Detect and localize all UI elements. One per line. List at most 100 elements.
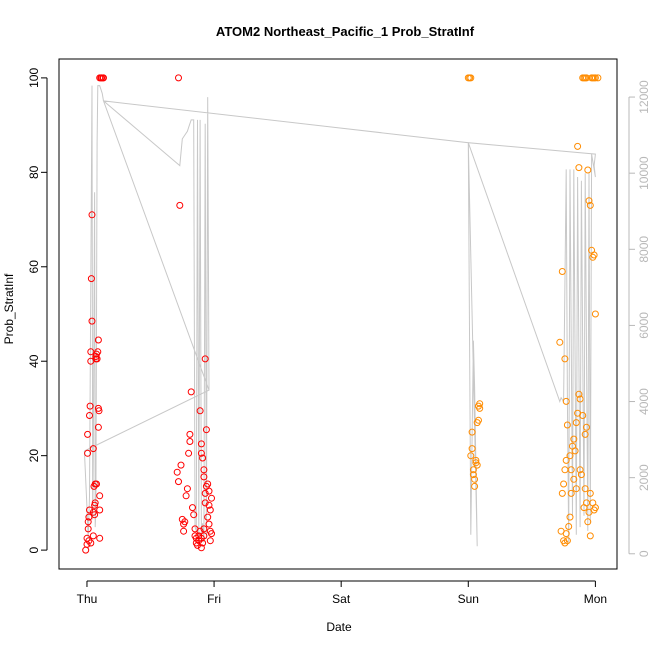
data-point-series-1 [206,537,214,545]
left-tick-label: 60 [27,260,41,274]
data-point-series-1 [197,544,205,552]
data-point-series-1 [87,539,95,547]
data-point-series-2 [581,485,589,493]
y-axis-label: Prob_StratInf [2,273,16,344]
data-point-series-1 [201,499,209,507]
data-point-series-2 [562,397,570,405]
x-axis: Thu Fri Sat Sun Mon [77,580,607,606]
data-point-series-1 [84,518,92,526]
data-point-series-2 [594,74,602,82]
data-point-series-2 [591,74,599,82]
data-point-series-1 [96,492,104,500]
data-point-series-2 [468,445,476,453]
data-point-series-1 [202,426,210,434]
data-point-series-2 [570,475,578,483]
data-point-series-2 [586,201,594,209]
data-point-series-2 [475,416,482,424]
right-y-axis: 0 2000 4000 6000 8000 10000 12000 [628,80,650,557]
data-point-series-1 [82,546,90,554]
data-point-series-2 [585,197,593,205]
data-point-series-2 [471,475,479,483]
data-point-series-2 [565,523,573,530]
data-point-series-1 [84,525,92,533]
left-tick-label: 20 [27,449,41,463]
data-point-series-1 [96,506,104,514]
data-point-series-2 [467,74,475,82]
data-point-series-1 [205,501,213,509]
left-tick-label: 40 [27,354,41,368]
data-point-series-1 [96,534,104,542]
data-point-series-1 [173,468,181,476]
data-point-series-2 [581,430,589,438]
data-point-series-2 [467,452,475,460]
data-point-series-2 [584,166,592,174]
data-point-series-1 [200,466,208,474]
data-point-series-2 [572,485,580,493]
right-tick-label: 2000 [637,464,650,491]
right-tick-label: 4000 [637,388,650,415]
data-point-series-2 [476,404,484,412]
data-point-series-2 [577,471,585,479]
data-point-series-2 [561,355,569,363]
data-point-series-2 [561,466,569,474]
data-point-series-2 [558,489,566,497]
right-axis-line-layer [83,85,596,547]
data-point-series-1 [175,478,182,486]
data-point-series-1 [183,485,191,493]
data-point-series-1 [196,407,204,415]
data-point-series-1 [94,348,102,356]
data-point-series-1 [175,74,182,82]
data-point-series-1 [100,74,107,82]
data-point-series-1 [201,489,209,497]
right-tick-label: 6000 [637,312,650,339]
left-tick-label: 0 [27,546,41,553]
data-point-series-1 [197,449,205,457]
right-tick-label: 12000 [637,80,650,114]
data-point-series-1 [87,348,95,356]
x-tick-label: Mon [584,592,607,606]
right-tick-label: 0 [637,550,650,557]
series-line [83,85,596,547]
data-point-series-1 [94,423,102,431]
x-tick-label: Fri [207,592,221,606]
data-point-series-2 [583,423,590,431]
data-point-series-1 [204,513,212,521]
data-point-series-1 [86,412,93,419]
data-point-series-1 [87,275,95,283]
data-point-series-2 [469,466,477,474]
data-point-series-2 [471,482,479,490]
chart-title: ATOM2 Northeast_Pacific_1 Prob_StratInf [216,24,475,39]
data-point-series-2 [563,537,571,545]
data-point-series-1 [208,494,215,502]
left-tick-label: 100 [27,68,41,88]
data-point-series-1 [85,513,93,521]
data-point-series-1 [89,532,97,540]
data-point-series-1 [180,527,188,535]
data-point-series-2 [590,251,598,259]
data-point-series-1 [181,518,189,526]
data-point-series-1 [199,454,207,462]
data-point-series-2 [576,466,584,474]
right-tick-label: 10000 [637,156,650,190]
data-point-series-2 [574,142,582,150]
data-point-series-2 [572,419,580,427]
data-point-series-1 [93,480,100,488]
data-point-series-1 [94,336,102,344]
data-point-series-1 [205,487,213,495]
data-point-series-2 [591,504,599,512]
data-point-series-1 [196,527,204,535]
data-point-series-1 [182,492,190,500]
data-point-series-1 [91,511,99,519]
data-point-series-2 [584,518,592,526]
data-point-series-2 [562,530,570,538]
data-point-series-2 [591,310,599,318]
data-point-series-2 [571,447,579,455]
data-point-series-1 [187,388,195,396]
data-point-series-2 [562,456,570,464]
data-point-series-2 [468,428,476,436]
data-point-series-1 [200,532,208,540]
data-point-series-1 [201,355,209,363]
scatter-point-layer [82,74,602,554]
left-y-axis: 0 20 40 60 80 100 [27,68,48,553]
